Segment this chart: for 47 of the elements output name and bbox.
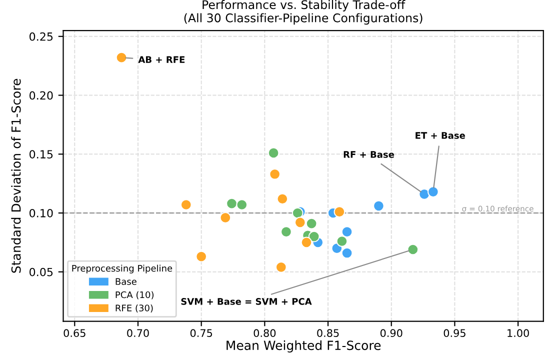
- point: [428, 186, 439, 198]
- legend-label: Base: [116, 278, 136, 285]
- point: [196, 250, 207, 262]
- annotation: ET + Base: [416, 132, 466, 139]
- annotation: SVM + Base = SVM + PCA: [181, 298, 312, 305]
- point: [116, 52, 128, 64]
- y-tick-label: 0.25: [30, 32, 53, 41]
- annotation: AB + RFE: [138, 56, 185, 63]
- point: [292, 207, 304, 219]
- y-tick-label: 0.20: [30, 91, 53, 100]
- point: [280, 226, 292, 238]
- x-tick-label: 1.00: [508, 329, 529, 338]
- x-tick-label: 0.70: [127, 329, 149, 338]
- point: [334, 206, 346, 218]
- point: [294, 216, 306, 228]
- point: [341, 247, 353, 259]
- y-tick-label: 0.05: [30, 268, 53, 276]
- x-tick-label: 0.75: [190, 329, 212, 338]
- x-tick-label: 0.90: [380, 329, 402, 338]
- legend-label: RFE (30): [116, 304, 153, 312]
- point: [180, 199, 192, 210]
- x-tick-label: 0.95: [444, 329, 466, 338]
- point: [306, 218, 318, 230]
- point: [276, 262, 287, 273]
- point: [220, 212, 232, 224]
- point: [236, 199, 248, 210]
- legend-title: Preprocessing Pipeline: [72, 264, 172, 274]
- x-axis-title: Mean Weighted F1-Score: [226, 340, 381, 353]
- point: [269, 168, 280, 180]
- y-tick-label: 0.15: [30, 150, 53, 159]
- x-tick-label: 0.85: [317, 329, 339, 338]
- point: [336, 236, 348, 247]
- y-axis-title: Standard Deviation of F1-Score: [11, 78, 21, 273]
- x-tick-label: 0.80: [254, 329, 276, 338]
- chart-title: Performance vs. Stability Trade-off (All 30 Classifier-Pipeline Configurations): [184, 0, 422, 25]
- point: [300, 236, 312, 248]
- annotation: RF + Base: [344, 151, 394, 158]
- point: [308, 230, 320, 242]
- x-tick-label: 0.65: [64, 329, 86, 338]
- legend-label: PCA (10): [116, 291, 154, 300]
- point: [226, 198, 238, 210]
- point: [407, 244, 419, 256]
- point: [341, 226, 353, 238]
- point: [268, 147, 280, 159]
- point: [373, 200, 384, 212]
- y-tick-label: 0.10: [30, 208, 53, 218]
- point: [276, 193, 288, 204]
